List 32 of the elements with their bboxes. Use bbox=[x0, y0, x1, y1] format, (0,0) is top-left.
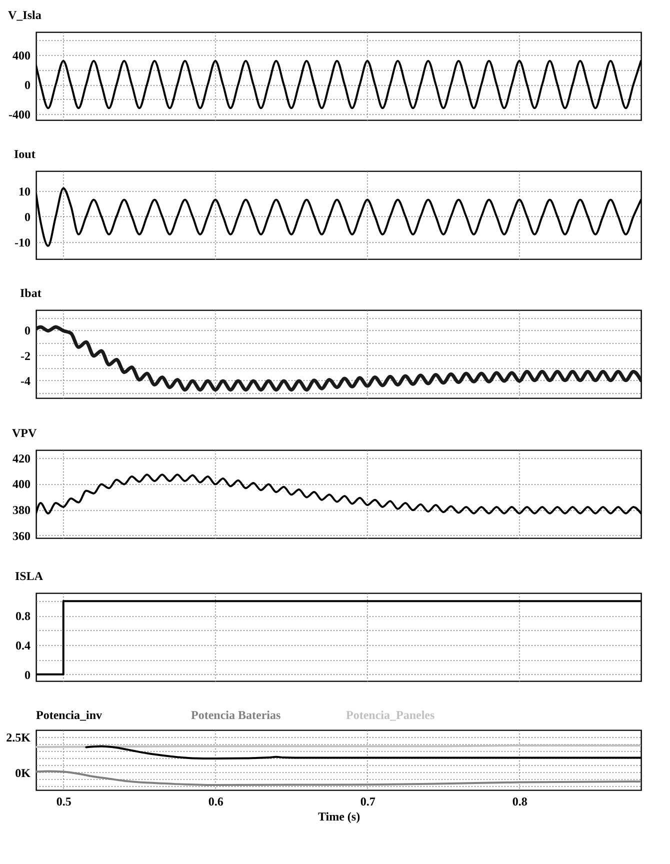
y-tick-label: 420 bbox=[12, 451, 30, 466]
y-tick-label: 2.5K bbox=[6, 730, 32, 745]
chart-title: Ibat bbox=[20, 286, 42, 300]
y-tick-label: 0 bbox=[24, 210, 30, 224]
x-tick-label: 0.8 bbox=[512, 794, 528, 808]
text: Potencia_Paneles bbox=[346, 708, 435, 722]
chart-title: VPV bbox=[12, 426, 37, 440]
x-tick-label: 0.5 bbox=[56, 794, 72, 808]
y-tick-label: 380 bbox=[12, 503, 30, 518]
y-tick-label: -400 bbox=[8, 108, 30, 122]
y-tick-label: 0 bbox=[24, 324, 30, 338]
y-tick-label: 0.4 bbox=[16, 638, 30, 653]
text: Potencia_inv bbox=[36, 708, 102, 722]
y-tick-label: 0 bbox=[24, 668, 30, 682]
x-tick-label: 0.6 bbox=[208, 794, 224, 808]
y-tick-label: -2 bbox=[20, 348, 30, 363]
x-tick-label: 0.7 bbox=[360, 794, 376, 808]
y-tick-label: 400 bbox=[12, 48, 30, 62]
y-tick-label: -10 bbox=[14, 236, 30, 250]
line-series bbox=[36, 325, 641, 392]
y-tick-label: 0 bbox=[24, 78, 30, 92]
y-tick-label: -4 bbox=[20, 374, 30, 388]
x-axis-title: Time (s) bbox=[318, 810, 360, 824]
text: Potencia Baterias bbox=[191, 708, 281, 722]
chart-title: V_Isla bbox=[8, 8, 42, 22]
chart-title: ISLA bbox=[15, 569, 44, 583]
y-tick-label: 400 bbox=[12, 477, 30, 492]
chart-title: Iout bbox=[14, 147, 36, 161]
y-tick-label: 0K bbox=[15, 766, 32, 780]
y-tick-label: 0.8 bbox=[16, 609, 30, 624]
y-tick-label: 360 bbox=[12, 528, 30, 543]
y-tick-label: 10 bbox=[18, 184, 30, 198]
